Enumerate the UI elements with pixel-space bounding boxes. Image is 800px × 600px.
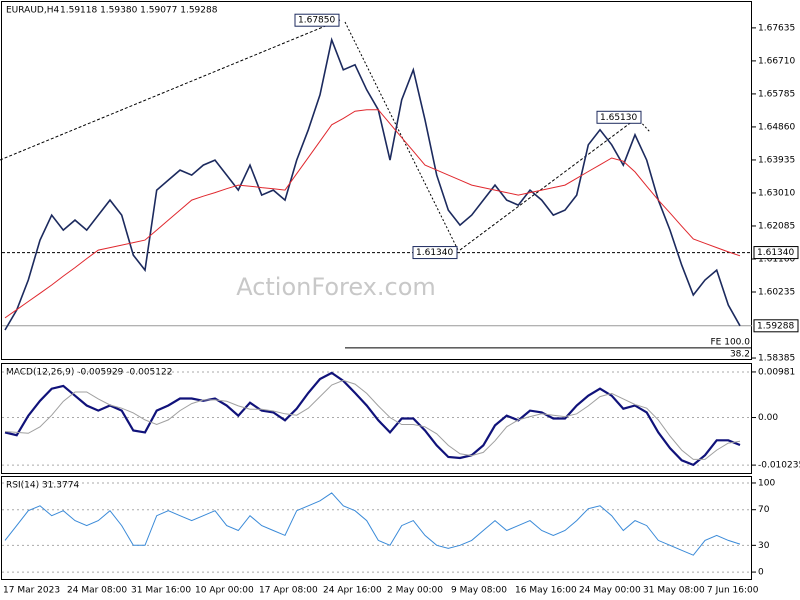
y-tick-label: 0.00 (758, 413, 778, 423)
price-annotation: 1.61340 (416, 248, 453, 258)
rsi-title: RSI(14) 31.3774 (6, 481, 79, 491)
x-tick-label: 31 May 08:00 (643, 586, 705, 596)
price-annotation-box (412, 246, 458, 260)
header-title: EURAUD,H4 (6, 6, 59, 16)
series-line (4, 492, 741, 556)
frames (1, 1, 752, 580)
x-tick-label: 24 May 00:00 (579, 586, 641, 596)
fe-sub: 38.2 (730, 349, 750, 359)
x-tick-label: 10 Apr 00:00 (195, 586, 254, 596)
rsi-frame (1, 476, 752, 580)
level-box (753, 246, 799, 260)
y-tick-label: 0.00981 (758, 367, 795, 377)
y-tick-label: 1.66710 (758, 56, 795, 66)
price-frame (1, 1, 752, 360)
y-tick-label: 1.61160 (758, 254, 795, 264)
x-tick-label: 17 Mar 2023 (3, 586, 60, 596)
trend-line (636, 117, 651, 133)
y-tick-label: 1.63010 (758, 188, 795, 198)
price-annotation: 1.67850 (298, 16, 335, 26)
y-tick-label: 1.67635 (758, 23, 795, 33)
fe-label: FE 100.0 (711, 337, 751, 347)
x-tick-label: 9 May 08:00 (451, 586, 507, 596)
header-quote: 1.59118 1.59380 1.59077 1.59288 (60, 6, 218, 16)
series-line (4, 37, 741, 331)
y-tick-label: 1.63935 (758, 155, 795, 165)
y-tick-label: 0 (758, 568, 764, 578)
price-annotation-box (596, 110, 642, 124)
x-tick-label: 7 Jun 16:00 (707, 586, 759, 596)
y-tick-label: 70 (758, 505, 770, 515)
x-tick-label: 17 Apr 08:00 (259, 586, 318, 596)
y-tick-label: 100 (758, 478, 775, 488)
watermark: ActionForex.com (236, 273, 436, 301)
level-box (753, 319, 799, 333)
price-annotation: 1.65130 (600, 113, 637, 123)
y-tick-label: -0.010235 (758, 461, 800, 471)
y-tick-label: 1.65785 (758, 89, 795, 99)
y-tick-label: 1.64860 (758, 122, 795, 132)
x-tick-label: 16 May 16:00 (515, 586, 577, 596)
trend-line (344, 21, 459, 251)
x-tick-label: 24 Mar 08:00 (67, 586, 127, 596)
series-line (4, 371, 741, 467)
y-tick-label: 1.58385 (758, 354, 795, 364)
trend-line (0, 19, 341, 161)
macd-title: MACD(12,26,9) -0.005929 -0.005122 (6, 368, 172, 378)
x-tick-label: 31 Mar 16:00 (131, 586, 191, 596)
series-line (4, 379, 741, 460)
level-label: 1.59288 (757, 321, 794, 331)
y-tick-label: 1.62085 (758, 221, 795, 231)
macd-frame (1, 363, 752, 474)
price-annotation-box (294, 13, 340, 27)
trend-line (459, 117, 638, 251)
x-tick-label: 2 May 00:00 (387, 586, 443, 596)
y-tick-label: 1.60235 (758, 288, 795, 298)
y-tick-label: 30 (758, 541, 770, 551)
x-tick-label: 24 Apr 16:00 (323, 586, 382, 596)
level-label: 1.61340 (757, 248, 794, 258)
series-line (4, 109, 741, 319)
